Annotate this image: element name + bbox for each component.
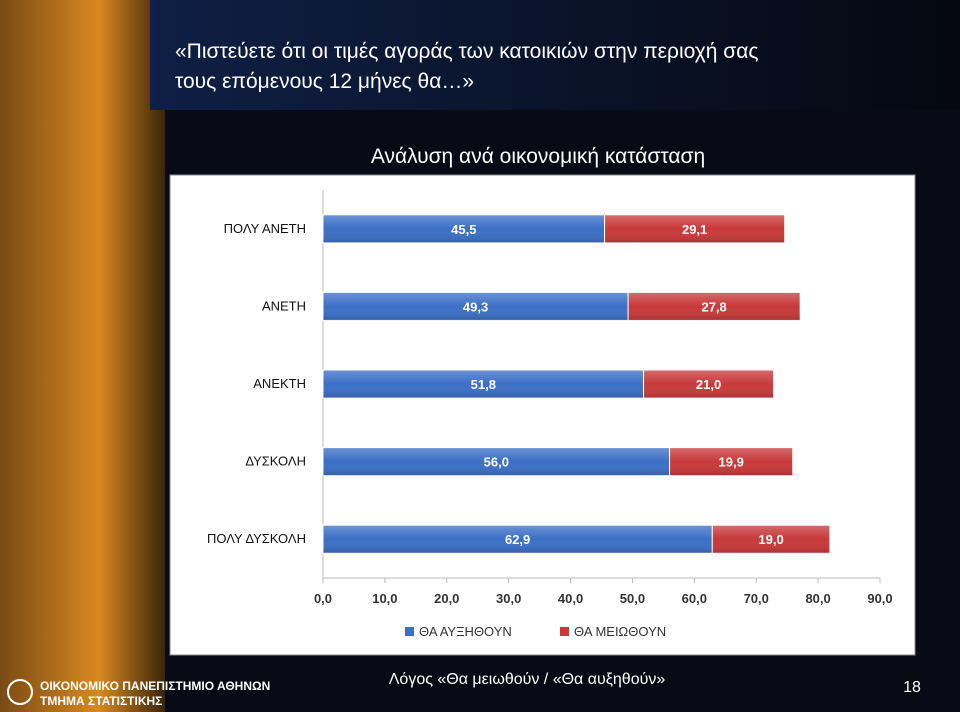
y-tick-label: ΑΝΕΤΗ [262,298,306,313]
caption: Λόγος «Θα μειωθούν / «Θα αυξηθούν» [389,671,666,688]
slide-title: «Πιστεύετε ότι οι τιμές αγοράς των κατοι… [175,40,759,63]
value-label: 62,9 [505,532,530,547]
legend-swatch [560,627,569,636]
y-tick-label: ΑΝΕΚΤΗ [253,376,306,391]
x-tick-label: 50,0 [620,591,645,606]
chart-panel [169,174,916,656]
x-tick-label: 70,0 [744,591,769,606]
plot: 0,0 10,0 20,0 30,0 40,0 50,0 60,0 70,0 80,0 90,0 Π… [207,190,893,639]
value-label: 21,0 [696,377,721,392]
value-label: 51,8 [471,377,496,392]
institution: ΟΙΚΟΝΟΜΙΚΟ ΠΑΝΕΠΙΣΤΗΜΙΟ ΑΘΗΝΩΝ [40,679,270,693]
bar-shade [712,525,830,554]
bar-shade [323,525,713,554]
logo [7,679,33,705]
bar-shade [669,447,793,476]
x-tick-label: 80,0 [805,591,830,606]
bar-shade [323,447,670,476]
title-band [150,0,960,110]
x-tick-label: 60,0 [682,591,707,606]
slide-title: τους επόμενους 12 μήνες θα…» [175,70,474,93]
chart-title: Ανάλυση ανά οικονομική κατάσταση [371,145,705,168]
legend-label: ΘΑ ΜΕΙΩΘΟΥΝ [574,624,666,639]
side-decoration [0,0,165,712]
x-tick-label: 10,0 [372,591,397,606]
bar-shade [323,292,629,321]
y-tick-label: ΠΟΛΥ ΔΥΣΚΟΛΗ [207,531,306,546]
bar-shade [628,292,801,321]
value-label: 19,0 [758,532,783,547]
x-tick-label: 20,0 [434,591,459,606]
value-label: 56,0 [484,455,509,470]
value-label: 45,5 [451,222,476,237]
x-tick-label: 40,0 [558,591,583,606]
value-label: 49,3 [463,299,488,314]
value-label: 19,9 [719,455,744,470]
legend-swatch [405,627,414,636]
x-tick-label: 30,0 [496,591,521,606]
bar-shade [323,370,644,398]
page-number: 18 [903,679,921,696]
value-label: 29,1 [682,222,707,237]
legend-label: ΘΑ ΑΥΞΗΘΟΥΝ [419,624,512,639]
y-tick-label: ΠΟΛΥ ΑΝΕΤΗ [224,221,306,236]
bar-shade [643,370,774,398]
bar-shade [323,214,605,243]
x-tick-label: 0,0 [314,591,332,606]
y-tick-label: ΔΥΣΚΟΛΗ [245,454,306,469]
value-label: 27,8 [701,299,726,314]
x-tick-label: 90,0 [867,591,892,606]
institution: ΤΜΗΜΑ ΣΤΑΤΙΣΤΙΚΗΣ [40,694,162,708]
bar-shade [604,214,785,243]
